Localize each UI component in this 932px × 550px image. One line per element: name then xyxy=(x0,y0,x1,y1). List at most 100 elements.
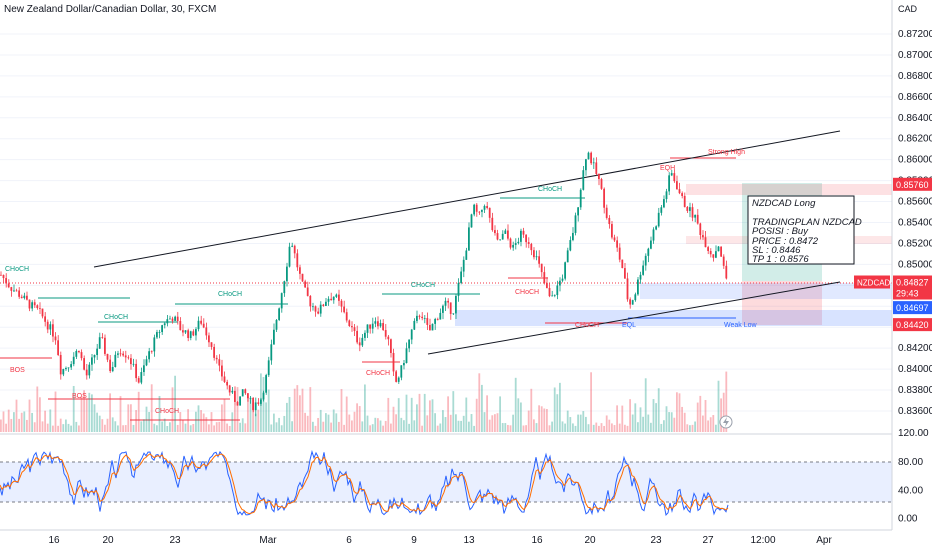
candle-body xyxy=(540,263,543,273)
candle-body xyxy=(631,300,634,305)
volume-bar xyxy=(400,417,403,432)
volume-bar xyxy=(163,418,166,432)
candle-body xyxy=(603,188,605,208)
choch-label: CHoCH xyxy=(366,370,390,377)
candle-body xyxy=(0,274,2,276)
volume-bar xyxy=(660,423,663,432)
volume-bar xyxy=(725,371,728,432)
oscillator-axis: 80.00 40.00 0.00 xyxy=(898,457,923,524)
volume-bar xyxy=(36,386,39,432)
volume-bar xyxy=(390,423,392,432)
candle-body xyxy=(236,401,239,406)
volume-bar xyxy=(114,421,117,432)
oscillator-band xyxy=(0,462,892,502)
candle-body xyxy=(421,316,423,319)
volume-bar xyxy=(184,423,187,432)
candle-body xyxy=(338,294,340,301)
candle-body xyxy=(426,318,429,325)
price-tick: 0.87200 xyxy=(898,29,932,40)
stop-loss-zone xyxy=(742,281,822,325)
candle-body xyxy=(660,207,663,213)
volume-bar xyxy=(145,406,148,432)
candle-body xyxy=(132,363,135,365)
weak-low-label: Weak Low xyxy=(724,322,757,329)
volume-bar xyxy=(265,402,267,432)
volume-bar xyxy=(647,414,650,432)
trade-note-line: SL : 0.8446 xyxy=(752,245,801,256)
volume-bar xyxy=(197,405,200,432)
candle-body xyxy=(75,350,78,357)
volume-bar xyxy=(270,424,273,432)
candle-body xyxy=(525,234,527,243)
volume-bar xyxy=(447,396,449,432)
volume-bar xyxy=(504,423,507,432)
volume-bar xyxy=(655,403,657,432)
candle-body xyxy=(585,159,587,171)
choch-label: CHoCH xyxy=(218,291,242,298)
volume-bar xyxy=(85,399,88,432)
price-tick: 0.87000 xyxy=(898,50,932,61)
candle-body xyxy=(226,381,228,386)
channel-lines[interactable] xyxy=(93,130,841,355)
volume-bar xyxy=(546,408,548,432)
candle-body xyxy=(642,265,644,275)
candle-body xyxy=(223,376,226,382)
candle-body xyxy=(309,295,312,307)
volume-bar xyxy=(322,421,325,432)
candle-body xyxy=(247,393,249,399)
volume-bar xyxy=(156,425,158,432)
candle-body xyxy=(330,298,332,301)
volume-bar xyxy=(379,420,382,432)
eql-label: EQL xyxy=(622,322,636,329)
volume-bar xyxy=(691,424,694,432)
time-axis[interactable]: 16 20 23 Mar 6 9 13 16 20 23 27 12:00 Apr xyxy=(48,535,832,546)
candle-body xyxy=(127,357,130,359)
volume-bar xyxy=(296,385,299,432)
last-price-text: 0.84827 xyxy=(896,278,929,288)
candle-body xyxy=(104,337,106,354)
volume-bar xyxy=(387,397,390,432)
volume-bar xyxy=(361,421,364,432)
candle-body xyxy=(306,287,309,296)
volume-bar xyxy=(681,406,683,432)
volume-bar xyxy=(202,413,205,432)
volume-bar xyxy=(228,425,231,432)
volume-bar xyxy=(530,388,533,432)
candle-body xyxy=(501,233,504,240)
volume-bar xyxy=(538,405,540,432)
candle-body xyxy=(23,295,26,299)
candle-body xyxy=(470,214,473,228)
candle-body xyxy=(205,327,208,336)
volume-bar xyxy=(449,414,452,432)
volume-bar xyxy=(572,423,574,432)
candle-body xyxy=(317,311,319,314)
candle-body xyxy=(158,332,161,333)
volume-bar xyxy=(608,419,611,432)
volume-bar xyxy=(629,399,631,432)
price-tick: 0.84200 xyxy=(898,343,932,354)
volume-bar xyxy=(210,412,213,432)
volume-bar xyxy=(273,413,275,432)
volume-bar xyxy=(569,417,572,432)
volume-bar xyxy=(153,423,156,432)
replay-icon[interactable] xyxy=(719,415,733,429)
volume-bar xyxy=(689,425,691,432)
candle-body xyxy=(434,319,436,324)
candle-body xyxy=(166,319,169,324)
volume-bar xyxy=(312,421,314,432)
candle-body xyxy=(301,273,304,282)
volume-bar xyxy=(616,405,618,432)
trade-note[interactable]: NZDCAD Long TRADINGPLAN NZDCAD POSISI : … xyxy=(747,195,862,265)
time-tick: 6 xyxy=(346,535,352,546)
candle-body xyxy=(59,354,62,375)
candle-body xyxy=(195,329,197,336)
volume-bar xyxy=(403,420,405,432)
candle-body xyxy=(114,354,117,368)
volume-bar xyxy=(624,424,626,432)
volume-bar xyxy=(566,410,569,432)
volume-bar xyxy=(673,417,676,432)
candle-body xyxy=(210,342,213,347)
volume-bar xyxy=(236,387,239,432)
price-axis[interactable]: 0.87200 0.87000 0.86800 0.86600 0.86400 0.862… xyxy=(898,29,932,417)
